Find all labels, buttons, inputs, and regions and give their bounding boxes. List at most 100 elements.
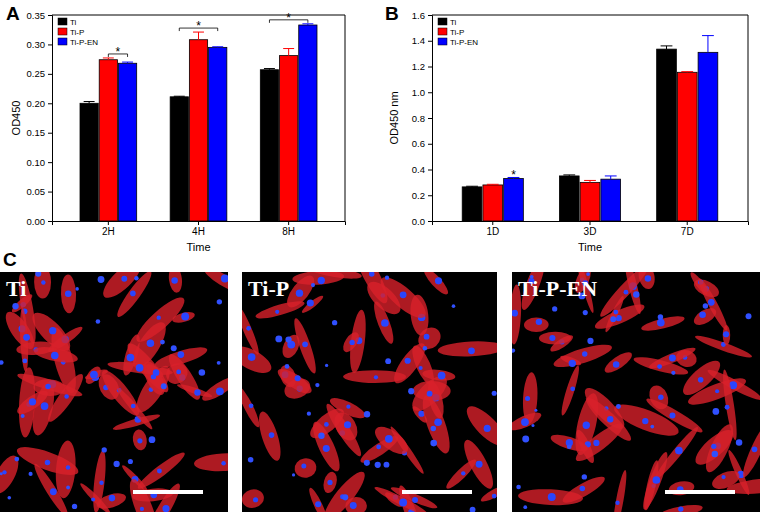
image-panel: Ti-P bbox=[227, 245, 511, 512]
error-whisker bbox=[198, 32, 199, 40]
tick-label: 0.4 bbox=[412, 164, 425, 175]
cell-body bbox=[43, 370, 87, 425]
cell-nucleus bbox=[246, 326, 251, 331]
cell-nucleus bbox=[536, 319, 542, 325]
cell-nucleus bbox=[713, 408, 720, 415]
tick: 2H bbox=[102, 221, 115, 237]
cell-nucleus bbox=[613, 361, 620, 368]
cell-nucleus bbox=[484, 425, 491, 432]
cell-nucleus bbox=[12, 303, 18, 309]
bar bbox=[580, 182, 600, 221]
cell-nucleus bbox=[613, 310, 618, 315]
cell-body bbox=[343, 370, 406, 383]
cell-nucleus bbox=[177, 351, 184, 358]
tick-mark bbox=[48, 44, 52, 45]
tick: 1.4 bbox=[412, 35, 432, 46]
cell-nucleus bbox=[285, 364, 290, 369]
bar bbox=[601, 179, 621, 221]
cell-nucleus bbox=[492, 391, 497, 396]
y-axis-title: OD450 bbox=[10, 101, 22, 136]
image-background bbox=[242, 272, 497, 512]
error-bar bbox=[264, 69, 275, 70]
tick-mark bbox=[198, 221, 199, 225]
cell-nucleus bbox=[400, 291, 407, 298]
bar bbox=[462, 187, 482, 221]
cell-nucleus bbox=[512, 310, 518, 317]
bar bbox=[80, 103, 98, 221]
bar bbox=[559, 176, 579, 221]
image-label: Ti bbox=[6, 276, 26, 301]
cell-nucleus bbox=[658, 395, 664, 401]
frame bbox=[748, 15, 749, 221]
cell-nucleus bbox=[342, 494, 348, 500]
cell-nucleus bbox=[645, 275, 651, 281]
error-bar bbox=[702, 36, 714, 53]
plot-area bbox=[462, 36, 718, 221]
cell-nucleus bbox=[384, 462, 390, 468]
cell-nucleus bbox=[669, 355, 676, 362]
tick: 1.2 bbox=[412, 61, 432, 72]
cell-nucleus bbox=[221, 275, 228, 283]
cell-nucleus bbox=[344, 421, 351, 428]
cell-nucleus bbox=[369, 272, 375, 277]
tick-mark bbox=[48, 133, 52, 134]
cell-nucleus bbox=[301, 463, 306, 468]
cell-nucleus bbox=[349, 340, 354, 345]
cell-body bbox=[373, 484, 430, 512]
cell-nucleus bbox=[610, 316, 616, 322]
cell-nucleus bbox=[134, 276, 138, 280]
error-cap bbox=[681, 71, 693, 72]
cell-body bbox=[596, 272, 653, 320]
cell-body bbox=[33, 344, 80, 365]
significance-star: * bbox=[511, 168, 516, 182]
cell-nucleus bbox=[381, 319, 389, 327]
tick: 0.00 bbox=[27, 216, 53, 227]
cell-nucleus bbox=[678, 506, 683, 511]
cell-nucleus bbox=[552, 306, 557, 311]
y-axis: 0.00.20.40.60.81.01.21.41.6 bbox=[412, 10, 433, 227]
bar bbox=[209, 47, 227, 221]
cell-body bbox=[19, 308, 30, 372]
cell-nucleus bbox=[615, 501, 619, 505]
cell-nucleus bbox=[593, 440, 599, 446]
cell-body bbox=[319, 467, 370, 512]
cell-nucleus bbox=[435, 277, 442, 284]
tick-mark bbox=[428, 92, 432, 93]
cell-body bbox=[461, 401, 497, 452]
panel-letter: B bbox=[385, 3, 399, 24]
tick-label: 1.2 bbox=[412, 61, 425, 72]
legend-swatch bbox=[58, 28, 67, 35]
tick-label: 4H bbox=[192, 226, 205, 237]
cell-nucleus bbox=[315, 383, 319, 387]
cell-nucleus bbox=[41, 280, 45, 284]
cell-nucleus bbox=[275, 310, 279, 314]
cell-nucleus bbox=[385, 358, 391, 364]
cell-nucleus bbox=[438, 372, 446, 380]
tick-label: 1.4 bbox=[412, 35, 425, 46]
error-cap bbox=[302, 23, 313, 24]
significance-star: * bbox=[286, 11, 291, 25]
tick-mark bbox=[48, 15, 52, 16]
cell-nucleus bbox=[699, 311, 706, 318]
legend-swatch bbox=[438, 28, 447, 35]
tick: 0.0 bbox=[412, 216, 432, 227]
tick-mark bbox=[48, 162, 52, 163]
tick: 4H bbox=[192, 221, 205, 237]
cell-nucleus bbox=[583, 310, 588, 315]
axis-line bbox=[48, 16, 53, 222]
cell-body bbox=[255, 409, 285, 463]
tick: 1.0 bbox=[412, 87, 432, 98]
cell-nucleus bbox=[199, 369, 206, 376]
tick-mark bbox=[428, 118, 432, 119]
cell-body bbox=[512, 409, 543, 434]
cell-body bbox=[350, 272, 393, 307]
cell-nucleus bbox=[296, 289, 303, 296]
cell-body bbox=[640, 313, 686, 333]
cell-nucleus bbox=[708, 299, 715, 306]
x-axis: 1D3D7D bbox=[433, 221, 749, 237]
cell-nucleus bbox=[723, 331, 729, 337]
tick: 0.25 bbox=[27, 68, 53, 79]
tick-label: 0.00 bbox=[27, 216, 46, 227]
cell-nucleus bbox=[161, 383, 167, 389]
cell-body bbox=[371, 422, 413, 460]
